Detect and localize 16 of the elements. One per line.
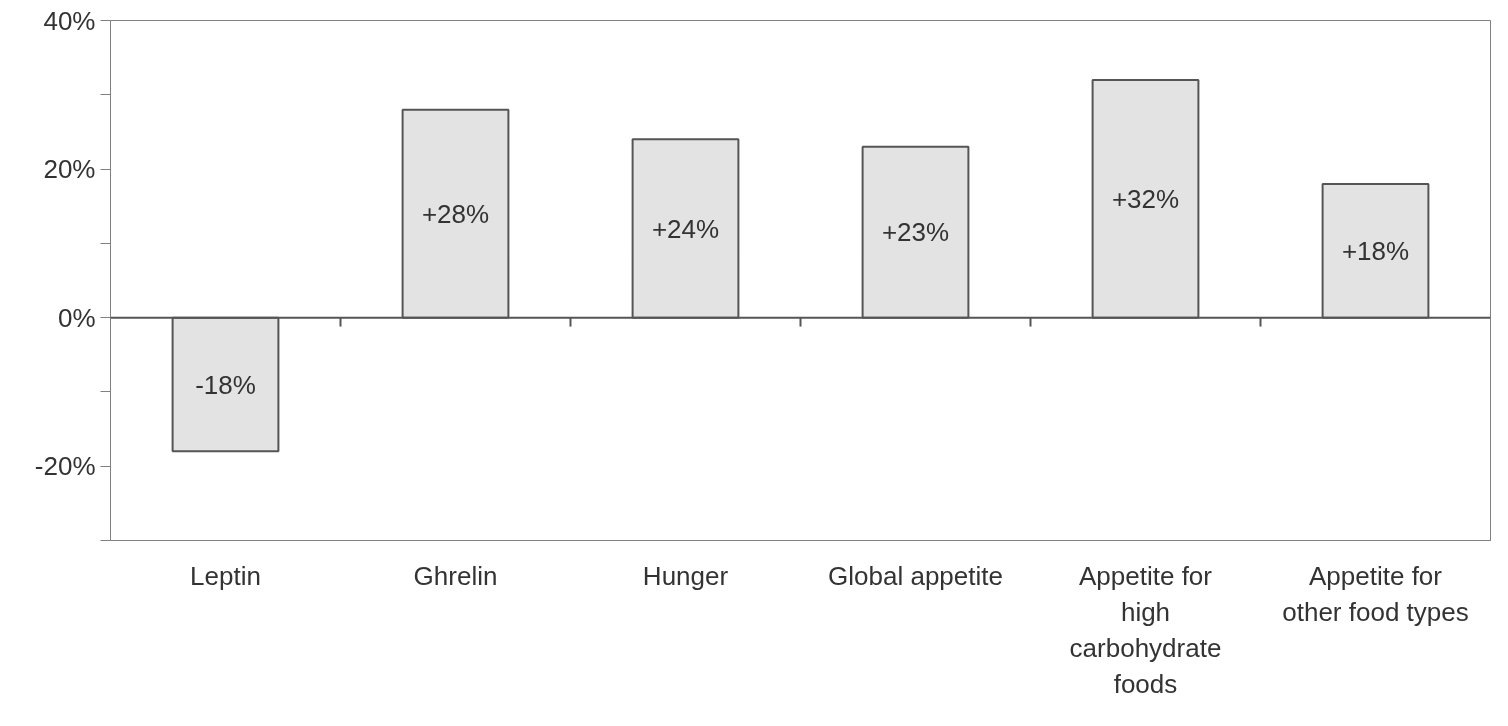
y-tick-label: 40% — [43, 5, 96, 36]
data-label: +32% — [1111, 183, 1180, 214]
x-tick-label: Hunger — [642, 560, 729, 591]
data-label: -18% — [195, 369, 256, 400]
x-tick-label: Appetite for other food types — [1282, 560, 1469, 627]
y-tick-label: 20% — [43, 154, 96, 185]
x-tick-label: Appetite for high carbohydrate foods — [1069, 560, 1222, 699]
x-tick-label: Ghrelin — [413, 560, 498, 591]
y-tick-label: 0% — [57, 302, 96, 333]
data-label: +28% — [421, 198, 490, 229]
data-label: +23% — [881, 217, 950, 248]
data-label: +24% — [651, 213, 720, 244]
x-tick-label: Leptin — [190, 560, 261, 591]
y-tick-label: -20% — [34, 451, 96, 482]
x-tick-label: Global appetite — [828, 560, 1003, 591]
data-label: +18% — [1341, 235, 1410, 266]
